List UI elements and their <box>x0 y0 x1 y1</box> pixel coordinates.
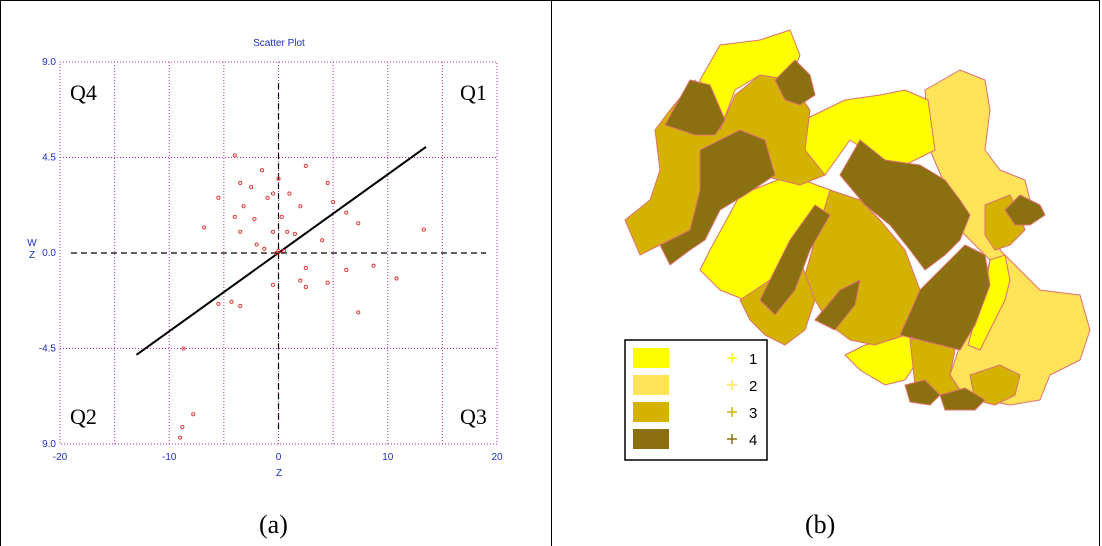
y-tick-label: -4.5 <box>39 344 57 355</box>
data-point <box>252 216 257 222</box>
map-region <box>1004 194 1046 226</box>
data-point <box>238 304 243 309</box>
data-point <box>276 248 281 253</box>
data-point <box>229 299 234 304</box>
plot-border <box>59 61 498 445</box>
map-regions <box>624 29 1091 411</box>
data-point <box>180 424 185 430</box>
data-point <box>344 210 349 215</box>
data-point <box>287 191 292 196</box>
y-axis-label-w: W <box>27 238 37 249</box>
legend-items: 1 2 3 4 <box>633 348 757 449</box>
data-point <box>371 263 376 268</box>
data-point <box>344 267 349 273</box>
data-point <box>394 276 399 281</box>
data-point <box>276 176 281 181</box>
data-point <box>279 214 284 219</box>
scatter-plot: Scatter Plot -20 -10 0 10 20 9.0 4.5 0.0 -4.5 9.0… <box>27 38 503 479</box>
y-tick-label: 9.0 <box>42 439 56 450</box>
caption-a: (a) <box>259 510 288 539</box>
y-tick-label: 4.5 <box>42 153 56 164</box>
legend-label: 1 <box>749 351 757 368</box>
map-region <box>774 59 816 106</box>
data-point <box>249 185 254 190</box>
data-point <box>254 242 259 247</box>
choropleth-map: 1 2 3 4 <box>624 29 1091 461</box>
x-axis-label: Z <box>276 468 282 479</box>
data-point <box>325 180 330 186</box>
y-tick-label: 9.0 <box>42 57 56 68</box>
tick-labels: -20 -10 0 10 20 9.0 4.5 0.0 -4.5 9.0 <box>39 57 503 463</box>
data-point <box>285 229 290 234</box>
origin-axes <box>70 83 487 432</box>
data-point <box>292 231 297 236</box>
data-point <box>238 180 243 186</box>
data-point <box>356 221 361 226</box>
data-point <box>178 435 183 440</box>
legend-label: 3 <box>749 405 757 422</box>
data-point <box>298 204 303 209</box>
data-point <box>265 195 270 200</box>
data-point <box>216 195 221 200</box>
x-tick-label: 20 <box>491 452 503 463</box>
map-legend: 1 2 3 4 <box>624 339 768 461</box>
data-point <box>262 246 267 251</box>
quadrant-label-q1: Q1 <box>460 80 487 105</box>
legend-swatch <box>633 375 669 395</box>
map-region <box>839 139 971 271</box>
map-region <box>664 79 726 136</box>
data-point <box>325 280 330 285</box>
legend-label: 4 <box>749 432 757 449</box>
data-point <box>274 250 279 256</box>
data-point <box>202 225 207 230</box>
quadrant-label-q4: Q4 <box>70 80 97 105</box>
data-point <box>281 248 287 253</box>
quadrant-label-q2: Q2 <box>70 404 97 429</box>
legend-swatch <box>633 348 669 368</box>
x-tick-label: -10 <box>162 452 177 463</box>
x-tick-label: 0 <box>276 452 282 463</box>
regression-line <box>135 146 427 356</box>
data-point <box>260 168 265 173</box>
x-tick-label: -20 <box>53 452 68 463</box>
data-point <box>320 238 325 243</box>
data-point <box>303 163 308 169</box>
data-point <box>303 265 308 270</box>
map-region <box>814 279 861 331</box>
data-point <box>270 282 276 287</box>
data-point <box>298 278 303 283</box>
data-point <box>356 310 361 315</box>
x-tick-label: 10 <box>382 452 394 463</box>
data-point <box>241 204 246 209</box>
map-region <box>899 244 991 351</box>
data-points <box>178 153 426 440</box>
map-region <box>904 379 941 406</box>
data-point <box>232 153 237 158</box>
data-point <box>232 214 237 219</box>
chart-title: Scatter Plot <box>253 38 305 49</box>
quadrant-label-q3: Q3 <box>460 404 487 429</box>
map-region <box>759 204 831 316</box>
data-point <box>191 412 196 417</box>
legend-swatch <box>633 429 669 449</box>
data-point <box>270 191 276 196</box>
data-point <box>216 301 221 306</box>
data-point <box>238 229 243 234</box>
legend-label: 2 <box>749 378 757 395</box>
y-tick-label: 0.0 <box>42 248 56 259</box>
legend-swatch <box>633 402 669 422</box>
map-region <box>659 129 776 266</box>
data-point <box>421 227 426 232</box>
data-point <box>270 229 276 234</box>
y-axis-label-z: Z <box>29 250 35 261</box>
panel-divider <box>551 0 552 546</box>
caption-b: (b) <box>805 510 836 539</box>
data-point <box>331 200 336 205</box>
data-point <box>303 284 308 290</box>
data-point <box>181 346 186 351</box>
map-region <box>939 387 986 411</box>
